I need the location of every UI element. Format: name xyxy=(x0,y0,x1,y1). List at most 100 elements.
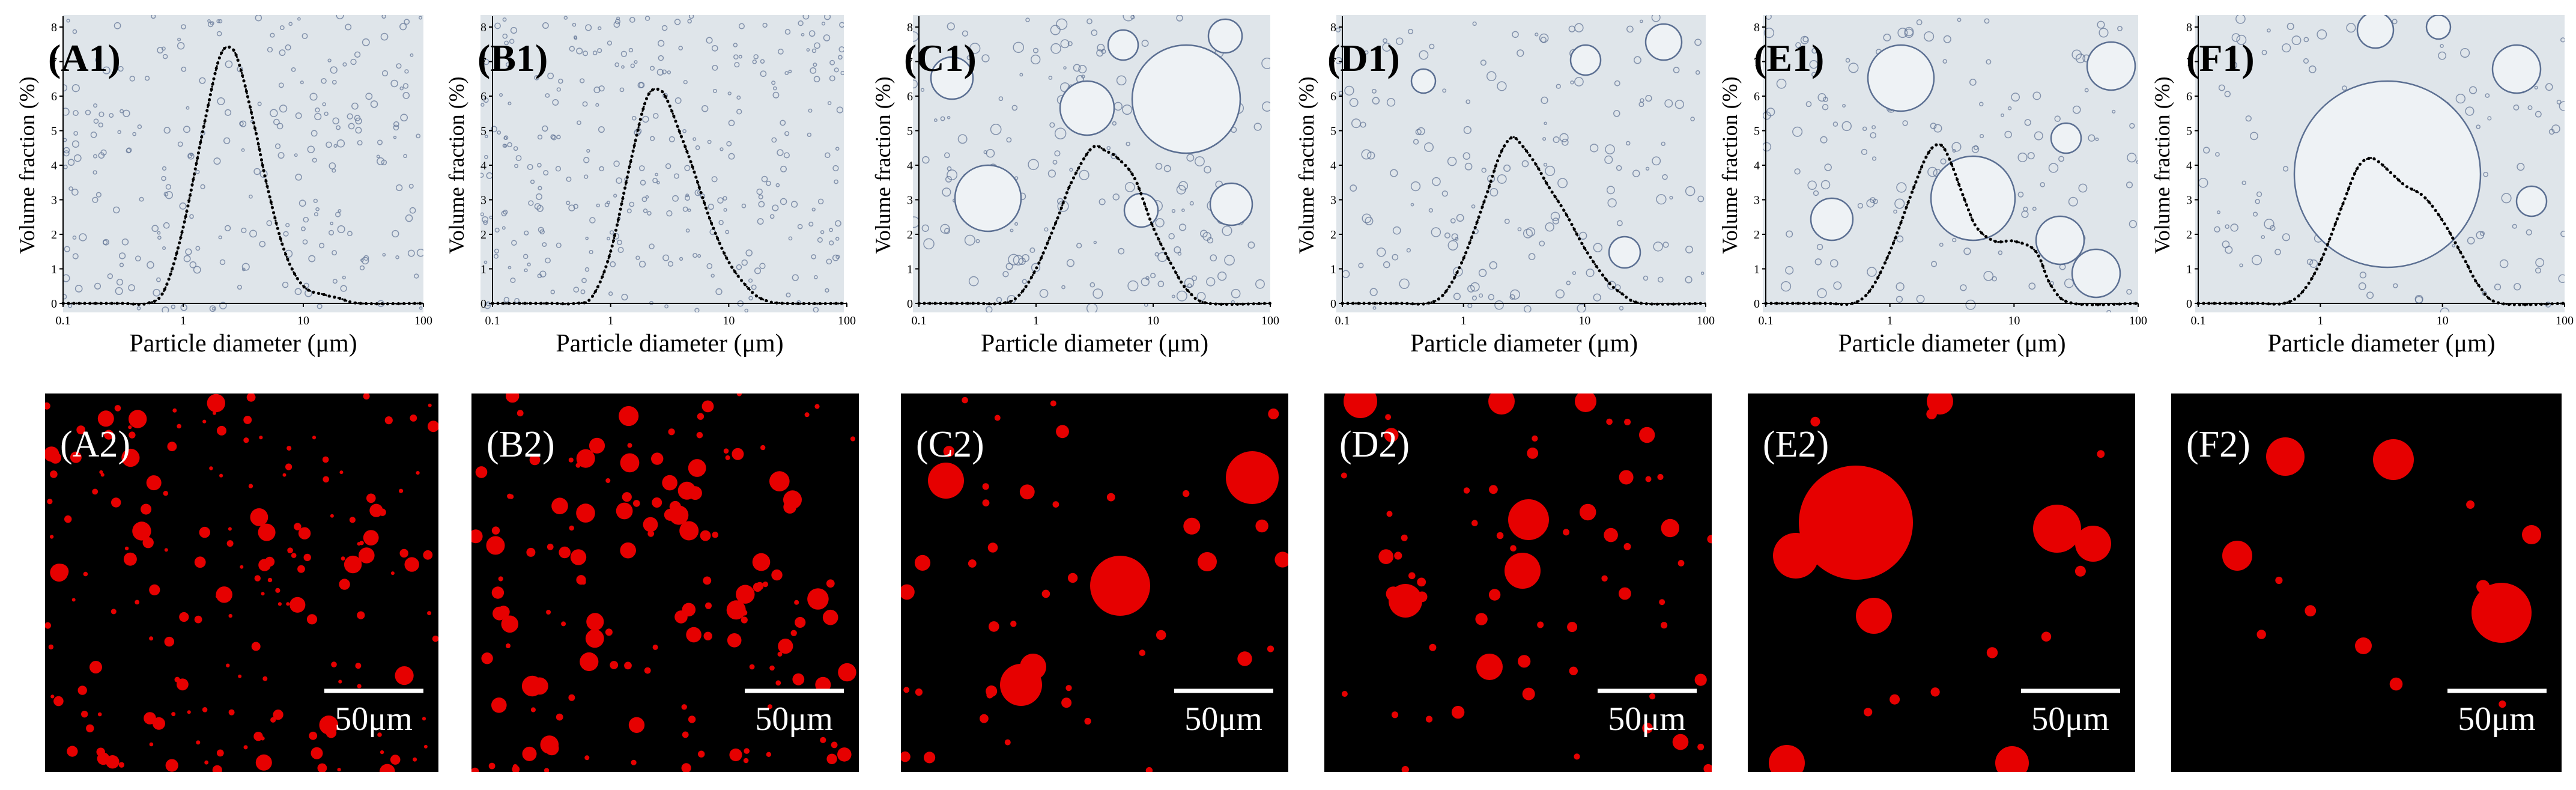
data-point xyxy=(1482,200,1486,204)
droplet xyxy=(555,166,562,172)
droplet xyxy=(1616,220,1623,226)
x-tick-label: 100 xyxy=(838,314,856,327)
droplet xyxy=(2032,207,2037,211)
data-point xyxy=(1966,208,1970,211)
data-point xyxy=(1208,302,1212,305)
data-point xyxy=(2401,182,2404,186)
droplet xyxy=(1141,277,1150,287)
fluorescent-droplet xyxy=(1619,587,1631,600)
fluorescent-droplet xyxy=(282,473,286,477)
fluorescent-droplet xyxy=(491,586,505,599)
data-point xyxy=(1496,159,1500,163)
fluorescent-droplet xyxy=(901,584,915,600)
data-point xyxy=(596,285,600,288)
fluorescent-droplet xyxy=(96,747,105,756)
y-tick-label: 1 xyxy=(1330,263,1336,276)
droplet xyxy=(2460,47,2470,58)
data-point xyxy=(255,137,259,141)
data-point xyxy=(1471,231,1475,234)
fluorescent-droplet xyxy=(390,755,401,765)
fluorescent-droplet xyxy=(497,606,510,618)
y-tick-label: 5 xyxy=(2186,125,2192,138)
droplet xyxy=(629,201,635,207)
droplet xyxy=(668,136,675,142)
droplet xyxy=(920,88,925,92)
fluorescent-droplet xyxy=(1645,476,1652,482)
droplet xyxy=(396,63,402,69)
fluorescent-droplet xyxy=(1341,472,1347,479)
large-droplet xyxy=(954,164,1022,232)
data-point xyxy=(1912,185,1916,189)
data-point xyxy=(299,281,302,285)
droplet xyxy=(63,294,67,300)
data-point xyxy=(2534,303,2538,306)
droplet xyxy=(727,91,732,96)
data-point xyxy=(2207,302,2211,305)
fluorescent-droplet xyxy=(287,547,293,553)
droplet xyxy=(494,22,501,29)
droplet xyxy=(237,285,242,290)
droplet xyxy=(2245,115,2252,122)
data-point xyxy=(1378,302,1382,305)
droplet xyxy=(539,270,547,278)
large-droplet xyxy=(1209,182,1253,226)
droplet xyxy=(377,157,385,166)
data-point xyxy=(2049,284,2053,288)
data-point xyxy=(2487,296,2491,300)
droplet xyxy=(1176,290,1187,302)
data-point xyxy=(1500,149,1503,153)
data-point xyxy=(1699,302,1702,305)
fluorescent-droplet xyxy=(544,768,550,772)
droplet xyxy=(363,255,369,261)
data-point xyxy=(1441,294,1444,297)
data-point xyxy=(1945,153,1949,156)
droplet xyxy=(1539,240,1545,247)
fluorescent-droplet xyxy=(702,400,714,413)
data-point xyxy=(1362,302,1366,305)
data-point xyxy=(1470,235,1473,240)
data-point xyxy=(1464,251,1468,255)
data-point xyxy=(1065,191,1068,195)
y-tick-label: 0 xyxy=(2186,297,2192,311)
data-point xyxy=(583,301,586,305)
droplet xyxy=(835,147,840,151)
droplet xyxy=(2071,49,2082,60)
droplet xyxy=(165,184,172,190)
droplet xyxy=(620,50,628,57)
droplet xyxy=(2261,235,2265,239)
fluorescent-droplet xyxy=(97,410,114,427)
data-point xyxy=(1939,144,1943,147)
droplet xyxy=(241,227,247,234)
droplet xyxy=(333,144,338,148)
droplet xyxy=(1943,35,1951,43)
x-tick-label: 10 xyxy=(723,314,735,327)
droplet xyxy=(1829,259,1838,268)
droplet xyxy=(1894,198,1905,209)
fluorescent-droplet xyxy=(693,634,700,640)
droplet xyxy=(1444,232,1450,239)
droplet xyxy=(361,257,369,265)
droplet xyxy=(2545,83,2553,91)
droplet xyxy=(2126,288,2132,295)
droplet xyxy=(2393,283,2398,288)
data-point xyxy=(2550,302,2554,306)
data-point xyxy=(636,128,640,132)
fluorescent-droplet xyxy=(144,712,156,725)
data-point xyxy=(1965,203,1968,207)
data-point xyxy=(1860,297,1864,301)
fluorescent-droplet xyxy=(64,515,72,523)
droplet xyxy=(1204,166,1211,174)
droplet xyxy=(1613,110,1620,117)
fluorescent-droplet xyxy=(174,676,180,682)
data-point xyxy=(613,234,617,237)
droplet xyxy=(71,84,80,93)
fluorescent-droplet xyxy=(1864,708,1873,717)
droplet xyxy=(609,230,614,235)
data-point xyxy=(1252,302,1255,306)
droplet xyxy=(617,239,622,245)
droplet xyxy=(1123,15,1135,22)
droplet xyxy=(1820,136,1828,144)
droplet xyxy=(1973,145,1978,150)
droplet xyxy=(969,43,981,54)
